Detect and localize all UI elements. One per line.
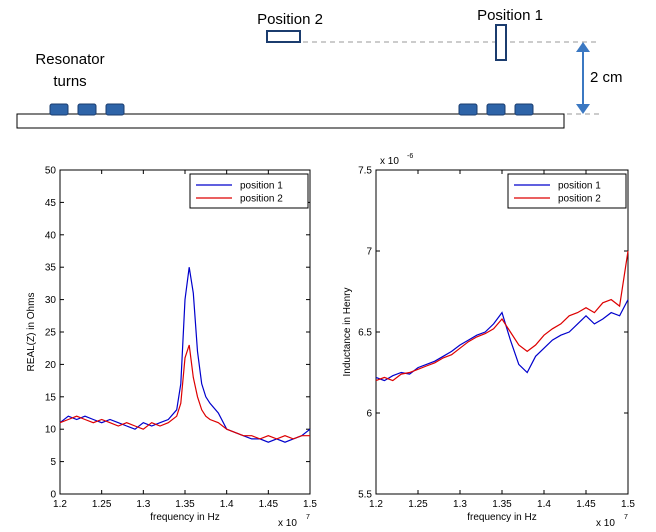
x-multiplier: x 10 <box>596 518 615 529</box>
y-axis-label: REAL(Z) in Ohms <box>26 293 37 372</box>
resonator-turn <box>458 103 478 116</box>
legend-label: position 2 <box>240 194 283 205</box>
x-tick-label: 1.5 <box>303 499 317 510</box>
resonator-turn <box>77 103 97 116</box>
resonator-board <box>16 113 565 129</box>
y-tick-label: 20 <box>45 360 57 371</box>
x-tick-label: 1.4 <box>537 499 551 510</box>
y-tick-label: 5.5 <box>358 490 372 501</box>
y-tick-label: 40 <box>45 230 57 241</box>
resonator-turn <box>486 103 506 116</box>
distance-arrow <box>576 42 590 114</box>
legend: position 1 position 2 <box>507 173 627 209</box>
x-tick-label: 1.2 <box>53 499 67 510</box>
x-axis-label: frequency in Hz <box>150 512 219 523</box>
position-2-label: Position 2 <box>257 11 323 28</box>
x-multiplier-exponent: 7 <box>624 514 628 521</box>
x-tick-label: 1.35 <box>175 499 195 510</box>
y-tick-label: 7.5 <box>358 166 372 177</box>
x-tick-label: 1.25 <box>92 499 112 510</box>
legend-label: position 1 <box>240 181 283 192</box>
legend: position 1 position 2 <box>189 173 309 209</box>
y-tick-label: 50 <box>45 166 57 177</box>
position-1-label: Position 1 <box>477 7 543 24</box>
plot-area <box>59 169 311 495</box>
y-tick-label: 0 <box>50 490 56 501</box>
y-tick-label: 10 <box>45 425 57 436</box>
resonator-turn <box>514 103 534 116</box>
y-tick-label: 15 <box>45 392 57 403</box>
series-line-1 <box>375 299 629 382</box>
chart-inductance: 1.2 1.25 1.3 1.35 1.4 1.45 1.5 5.5 6 6.5 7 7.5 frequ… <box>342 153 635 529</box>
series-line-2 <box>375 250 629 382</box>
plot-area <box>375 169 629 495</box>
y-multiplier: x 10 <box>380 156 399 167</box>
x-tick-label: 1.5 <box>621 499 635 510</box>
x-tick-label: 1.4 <box>220 499 234 510</box>
legend-label: position 1 <box>558 181 601 192</box>
schematic: Position 2 Position 1 Resonator turns 2 … <box>16 7 623 129</box>
position-2-coil <box>266 30 301 43</box>
x-multiplier-exponent: 7 <box>306 514 310 521</box>
resonator-turn <box>105 103 125 116</box>
resonator-label-line2: turns <box>53 73 86 90</box>
y-multiplier-exponent: -6 <box>407 153 413 160</box>
x-tick-label: 1.3 <box>136 499 150 510</box>
x-tick-label: 1.35 <box>492 499 512 510</box>
y-axis-label: Inductance in Henry <box>342 288 353 377</box>
x-tick-label: 1.25 <box>408 499 428 510</box>
resonator-turn <box>49 103 69 116</box>
distance-label: 2 cm <box>590 69 623 86</box>
y-tick-label: 30 <box>45 295 57 306</box>
x-tick-label: 1.3 <box>453 499 467 510</box>
legend-box <box>507 173 627 209</box>
y-tick-label: 45 <box>45 198 57 209</box>
x-tick-label: 1.45 <box>259 499 279 510</box>
position-1-coil <box>495 24 507 61</box>
x-axis-label: frequency in Hz <box>467 512 536 523</box>
series-line-2 <box>59 344 310 440</box>
y-tick-label: 35 <box>45 263 57 274</box>
y-tick-label: 7 <box>366 247 372 258</box>
series-line-1 <box>59 267 311 443</box>
y-tick-label: 25 <box>45 328 57 339</box>
y-tick-label: 5 <box>50 457 56 468</box>
x-tick-label: 1.45 <box>576 499 596 510</box>
resonator-label-line1: Resonator <box>35 51 104 68</box>
legend-box <box>189 173 309 209</box>
chart-real-impedance: 1.2 1.25 1.3 1.35 1.4 1.45 1.5 0 5 10 15 20 25 30 35 40… <box>26 166 317 530</box>
x-multiplier: x 10 <box>278 518 297 529</box>
x-tick-label: 1.2 <box>369 499 383 510</box>
legend-label: position 2 <box>558 194 601 205</box>
y-tick-label: 6.5 <box>358 328 372 339</box>
y-tick-label: 6 <box>366 409 372 420</box>
